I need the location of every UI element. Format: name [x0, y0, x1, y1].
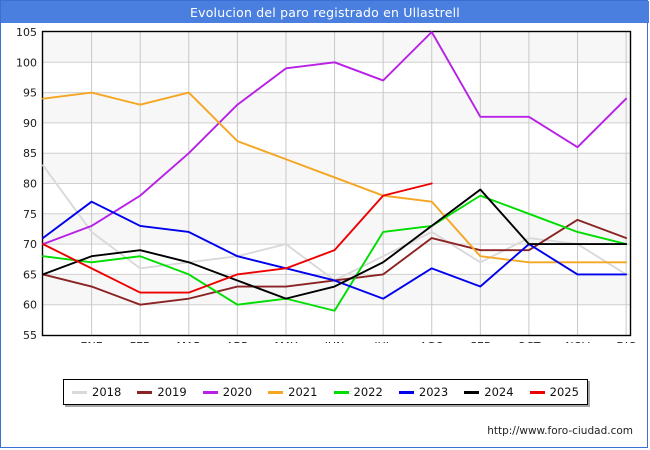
data-series-group	[42, 31, 628, 312]
series-line-2020	[42, 31, 628, 246]
x-tick-label: MAY	[275, 340, 298, 343]
plot-bands	[43, 32, 630, 305]
legend-label: 2021	[288, 385, 318, 399]
line-chart: 55 60 65 70 75 80 85 90 95 100 105 ENE FEB MAR ABR MAY…	[16, 26, 637, 343]
plot-area: 55 60 65 70 75 80 85 90 95 100 105 ENE FEB MAR ABR MAY…	[1, 23, 649, 343]
legend-item-2023[interactable]: 2023	[398, 385, 449, 399]
legend-item-2019[interactable]: 2019	[137, 385, 187, 399]
y-tick-label: 55	[23, 329, 37, 342]
y-tick-label: 85	[23, 147, 37, 160]
x-tick-label: AGO	[419, 340, 444, 343]
legend-label: 2022	[353, 385, 383, 399]
legend-swatch-icon	[333, 390, 349, 394]
plot-band	[43, 32, 630, 63]
x-axis-tick-labels: ENE FEB MAR ABR MAY JUN JUL AGO SEP OCT NOV DIC	[81, 340, 637, 343]
y-tick-label: 105	[16, 26, 37, 39]
y-tick-label: 75	[23, 208, 37, 221]
page-title: Evolucion del paro registrado en Ullastr…	[190, 4, 460, 20]
legend-swatch-icon	[202, 390, 218, 394]
x-tick-label: FEB	[130, 340, 151, 343]
legend-item-2022[interactable]: 2022	[333, 385, 383, 399]
legend-swatch-icon	[268, 390, 284, 394]
x-tick-label: JUL	[373, 340, 392, 343]
x-tick-label: DIC	[616, 340, 636, 343]
legend-swatch-icon	[137, 390, 153, 394]
legend-label: 2023	[418, 385, 449, 399]
x-tick-label: JUN	[324, 340, 345, 343]
legend-label: 2018	[92, 385, 122, 399]
x-tick-label: OCT	[517, 340, 540, 343]
legend-label: 2024	[484, 385, 514, 399]
legend-swatch-icon	[464, 390, 480, 394]
chart-legend: 2018 2019 2020 2021 2022 2023 2024 2025	[63, 379, 588, 405]
legend-swatch-icon	[529, 390, 545, 394]
y-tick-label: 90	[23, 117, 37, 130]
y-tick-label: 100	[16, 56, 37, 69]
legend-label: 2025	[549, 385, 579, 399]
x-tick-label: ABR	[226, 340, 249, 343]
y-tick-label: 65	[23, 268, 37, 281]
series-line-2025	[42, 182, 433, 294]
series-line-2022	[42, 194, 628, 312]
window-title-bar: Evolucion del paro registrado en Ullastr…	[1, 1, 649, 23]
y-tick-label: 95	[23, 87, 37, 100]
legend-label: 2020	[222, 385, 253, 399]
legend-item-2025[interactable]: 2025	[529, 385, 579, 399]
y-tick-label: 80	[23, 178, 37, 191]
series-line-2024	[42, 188, 628, 300]
x-tick-label: SEP	[470, 340, 491, 343]
legend-item-2024[interactable]: 2024	[464, 385, 514, 399]
x-tick-label: NOV	[565, 340, 590, 343]
plot-band	[43, 92, 630, 123]
legend-swatch-icon	[72, 390, 88, 394]
legend-item-2020[interactable]: 2020	[202, 385, 253, 399]
legend-label: 2019	[157, 385, 187, 399]
legend-item-2018[interactable]: 2018	[72, 385, 121, 399]
y-tick-label: 60	[23, 299, 37, 312]
series-line-2021	[42, 91, 628, 264]
x-tick-label: MAR	[176, 340, 201, 343]
legend-swatch-icon	[398, 390, 414, 394]
plot-frame	[41, 30, 632, 337]
y-tick-label: 70	[23, 238, 37, 251]
y-axis-tick-labels: 55 60 65 70 75 80 85 90 95 100 105	[16, 26, 37, 342]
legend-item-2021[interactable]: 2021	[268, 385, 317, 399]
source-url: http://www.foro-ciudad.com	[487, 425, 633, 437]
x-tick-label: ENE	[81, 340, 103, 343]
